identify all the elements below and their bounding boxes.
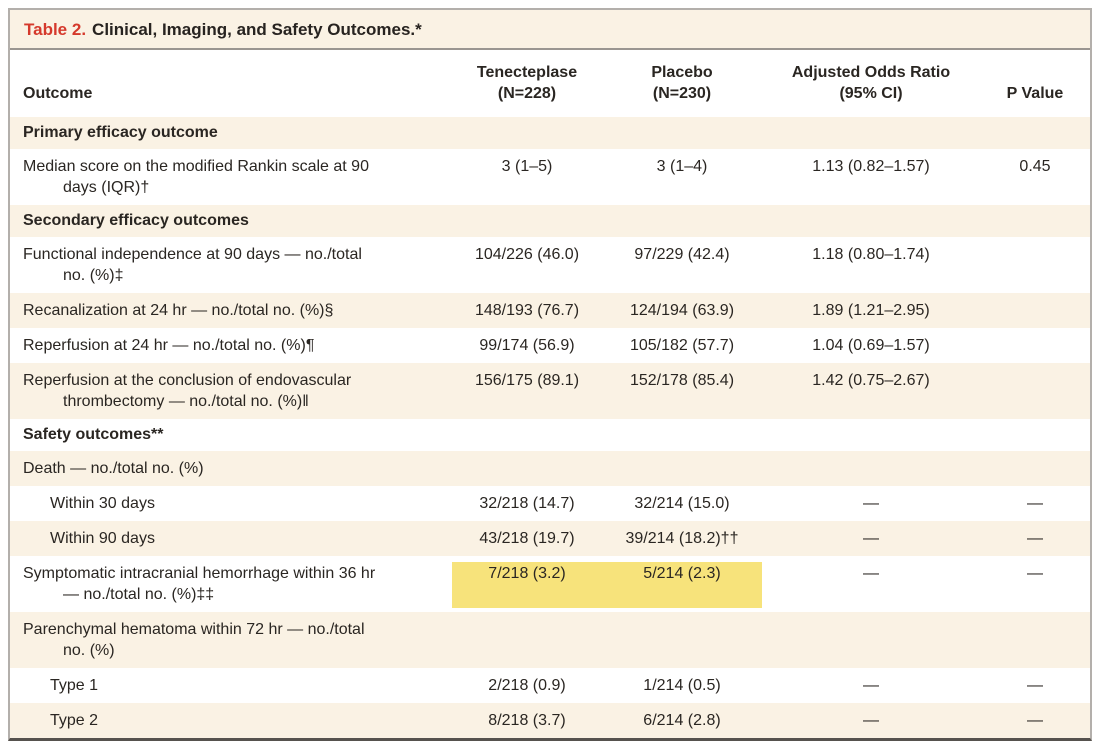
tenecteplase-value-cell: 156/175 (89.1)	[474, 372, 580, 389]
outcome-cell: Within 90 days	[50, 530, 155, 547]
placebo-value-cell	[602, 612, 762, 668]
placebo-value-cell: 3 (1–4)	[656, 158, 708, 175]
outcome-cell: Parenchymal hematoma within 72 hr — no./…	[23, 621, 365, 659]
odds-ratio-cell: —	[863, 565, 879, 582]
outcome-cell: Functional independence at 90 days — no.…	[23, 246, 362, 284]
outcome-cell: Median score on the modified Rankin scal…	[23, 158, 369, 196]
table-title: Table 2. Clinical, Imaging, and Safety Ou…	[10, 10, 1090, 50]
table-row-death-subheader: Death — no./total no. (%)	[10, 451, 1090, 486]
table-title-text: Clinical, Imaging, and Safety Outcomes.*	[92, 20, 422, 39]
outcome-cell: Within 30 days	[50, 495, 155, 512]
placebo-value-cell: 6/214 (2.8)	[643, 712, 721, 729]
p-value-cell	[980, 237, 1090, 293]
tenecteplase-value-cell: 3 (1–5)	[501, 158, 553, 175]
placebo-value-cell-highlighted: 5/214 (2.3)	[602, 556, 762, 612]
table-row-recanalization-24hr: Recanalization at 24 hr — no./total no. …	[10, 293, 1090, 328]
column-header-outcome: Outcome	[10, 50, 452, 117]
p-value-cell: —	[1027, 495, 1043, 512]
tenecteplase-value-cell: 32/218 (14.7)	[479, 495, 575, 512]
placebo-value-cell: 105/182 (57.7)	[629, 337, 735, 354]
p-value-cell: —	[1027, 677, 1043, 694]
p-value-cell: —	[1027, 565, 1043, 582]
odds-ratio-cell: 1.89 (1.21–2.95)	[812, 302, 930, 319]
column-header-adjusted-odds-ratio: Adjusted Odds Ratio (95% CI)	[762, 50, 980, 117]
odds-ratio-cell: 1.04 (0.69–1.57)	[812, 337, 930, 354]
section-row-primary-efficacy: Primary efficacy outcome	[10, 117, 1090, 149]
odds-ratio-cell: —	[863, 495, 879, 512]
tenecteplase-value-cell-highlighted: 7/218 (3.2)	[452, 556, 602, 612]
table-row-death-30-days: Within 30 days 32/218 (14.7) 32/214 (15.…	[10, 486, 1090, 521]
table-row-median-rankin: Median score on the modified Rankin scal…	[10, 149, 1090, 205]
tenecteplase-value-cell: 43/218 (19.7)	[479, 530, 575, 547]
tenecteplase-value-cell	[452, 451, 602, 486]
p-value-cell: —	[1027, 712, 1043, 729]
table-number-label: Table 2.	[24, 20, 87, 39]
table-row-reperfusion-24hr: Reperfusion at 24 hr — no./total no. (%)…	[10, 328, 1090, 363]
odds-ratio-cell: 1.13 (0.82–1.57)	[812, 158, 930, 175]
p-value-cell: 0.45	[1019, 158, 1051, 175]
tenecteplase-value-cell: 8/218 (3.7)	[488, 712, 566, 729]
tenecteplase-value-cell: 104/226 (46.0)	[474, 246, 580, 263]
odds-ratio-cell: 1.18 (0.80–1.74)	[812, 246, 930, 263]
outcome-cell: Type 2	[50, 712, 99, 729]
placebo-value-cell: 39/214 (18.2)††	[625, 530, 739, 547]
section-row-secondary-efficacy: Secondary efficacy outcomes	[10, 205, 1090, 237]
table-row-hematoma-type-2: Type 2 8/218 (3.7) 6/214 (2.8) — —	[10, 703, 1090, 738]
outcomes-table: Outcome Tenecteplase (N=228) Placebo (N=…	[10, 50, 1090, 738]
outcome-cell: Reperfusion at the conclusion of endovas…	[23, 372, 352, 410]
placebo-value-cell: 32/214 (15.0)	[634, 495, 730, 512]
p-value-cell	[980, 293, 1090, 328]
p-value-cell	[980, 612, 1090, 668]
odds-ratio-cell	[762, 612, 980, 668]
table-row-symptomatic-ich: Symptomatic intracranial hemorrhage with…	[10, 556, 1090, 612]
p-value-cell: —	[1027, 530, 1043, 547]
placebo-value-cell: 1/214 (0.5)	[643, 677, 721, 694]
odds-ratio-cell: —	[863, 677, 879, 694]
table-row-death-90-days: Within 90 days 43/218 (19.7) 39/214 (18.…	[10, 521, 1090, 556]
section-label: Secondary efficacy outcomes	[23, 212, 249, 229]
placebo-value-cell	[602, 451, 762, 486]
table-row-functional-independence: Functional independence at 90 days — no.…	[10, 237, 1090, 293]
table-row-reperfusion-thrombectomy: Reperfusion at the conclusion of endovas…	[10, 363, 1090, 419]
column-header-row: Outcome Tenecteplase (N=228) Placebo (N=…	[10, 50, 1090, 117]
outcome-cell: Recanalization at 24 hr — no./total no. …	[23, 302, 334, 319]
tenecteplase-value-cell: 148/193 (76.7)	[474, 302, 580, 319]
placebo-value-cell: 152/178 (85.4)	[629, 372, 735, 389]
column-header-p-value: P Value	[980, 50, 1090, 117]
section-label: Primary efficacy outcome	[23, 124, 218, 141]
odds-ratio-cell: —	[863, 530, 879, 547]
column-header-tenecteplase: Tenecteplase (N=228)	[452, 50, 602, 117]
section-label: Safety outcomes**	[23, 426, 164, 443]
table-row-parenchymal-hematoma-subheader: Parenchymal hematoma within 72 hr — no./…	[10, 612, 1090, 668]
tenecteplase-value-cell: 2/218 (0.9)	[488, 677, 566, 694]
section-row-safety-outcomes: Safety outcomes**	[10, 419, 1090, 451]
placebo-value-cell: 97/229 (42.4)	[634, 246, 730, 263]
p-value-cell	[980, 328, 1090, 363]
tenecteplase-value-cell	[452, 612, 602, 668]
odds-ratio-cell	[762, 451, 980, 486]
odds-ratio-cell: 1.42 (0.75–2.67)	[812, 372, 930, 389]
p-value-cell	[980, 451, 1090, 486]
column-header-placebo: Placebo (N=230)	[602, 50, 762, 117]
outcome-cell: Death — no./total no. (%)	[23, 460, 204, 477]
outcome-cell: Symptomatic intracranial hemorrhage with…	[23, 565, 376, 603]
journal-table-frame: Table 2. Clinical, Imaging, and Safety Ou…	[8, 8, 1092, 741]
table-row-hematoma-type-1: Type 1 2/218 (0.9) 1/214 (0.5) — —	[10, 668, 1090, 703]
outcome-cell: Type 1	[50, 677, 99, 694]
tenecteplase-value-cell: 99/174 (56.9)	[479, 337, 575, 354]
odds-ratio-cell: —	[863, 712, 879, 729]
placebo-value-cell: 124/194 (63.9)	[629, 302, 735, 319]
p-value-cell	[980, 363, 1090, 419]
outcome-cell: Reperfusion at 24 hr — no./total no. (%)…	[23, 337, 315, 354]
